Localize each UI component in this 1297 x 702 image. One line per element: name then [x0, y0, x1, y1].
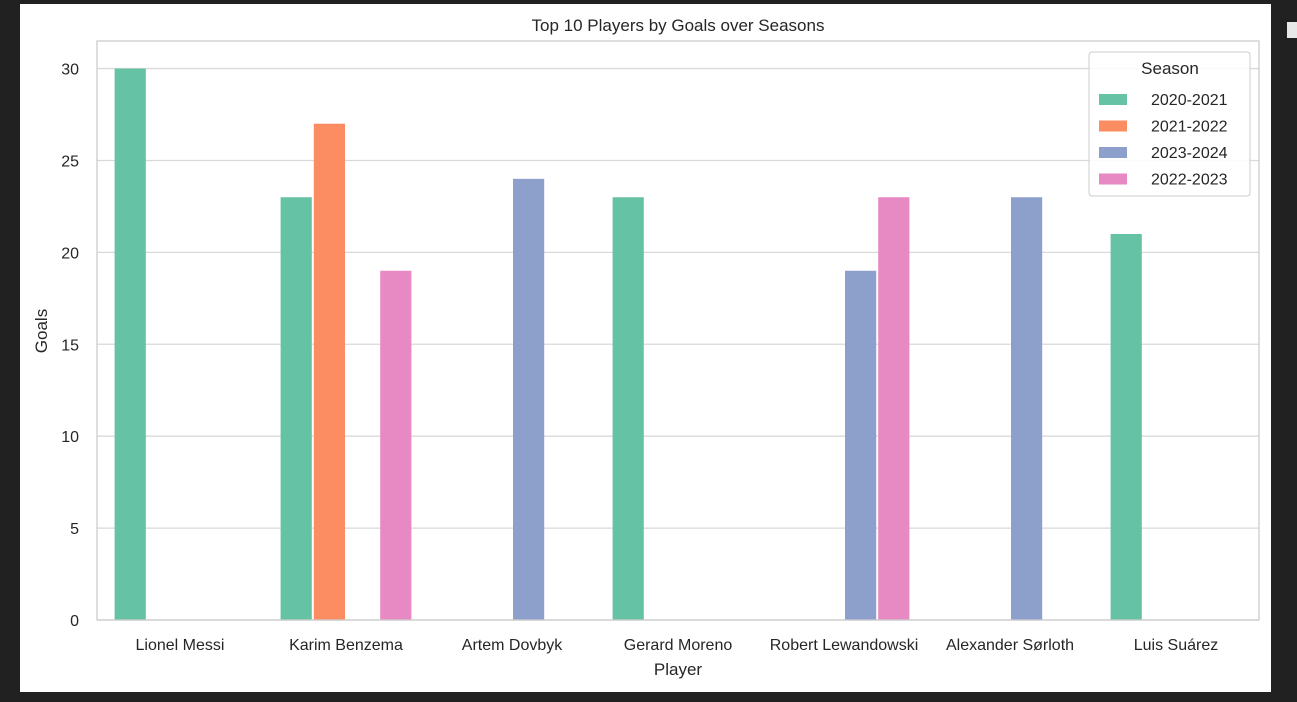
x-tick-label: Robert Lewandowski — [770, 637, 919, 654]
bar — [845, 270, 877, 620]
bar — [612, 197, 644, 620]
legend-frame — [1088, 51, 1251, 197]
x-tick-label: Gerard Moreno — [624, 637, 733, 654]
legend-label: 2020-2021 — [1151, 92, 1228, 109]
y-tick-label: 30 — [61, 62, 79, 79]
bar — [280, 197, 312, 620]
x-tick-label: Lionel Messi — [136, 637, 225, 654]
y-tick-label: 0 — [70, 613, 79, 630]
x-tick-label: Alexander Sørloth — [946, 637, 1074, 654]
bar — [513, 178, 545, 620]
legend-title: Season — [1141, 59, 1199, 78]
legend-label: 2023-2024 — [1151, 145, 1228, 162]
y-tick-label: 25 — [61, 153, 79, 170]
bar — [313, 123, 345, 620]
y-tick-label: 15 — [61, 337, 79, 354]
legend-swatch — [1099, 173, 1127, 185]
x-tick-label: Luis Suárez — [1134, 637, 1219, 654]
legend-swatch — [1099, 147, 1127, 158]
bar — [1110, 234, 1142, 620]
bars — [114, 68, 1142, 621]
chart-canvas: 0 5 10 15 20 25 30 Lionel Messi Karim Benzema Ar… — [20, 4, 1271, 692]
y-axis-label: Goals — [32, 309, 51, 353]
legend-items: 2020-2021 2021-2022 2023-2024 2022-2023 — [1099, 92, 1228, 189]
y-tick-label: 10 — [61, 429, 79, 446]
legend-label: 2022-2023 — [1151, 172, 1228, 189]
x-axis-label: Player — [654, 660, 703, 679]
x-tick-labels: Lionel Messi Karim Benzema Artem Dovbyk Ger… — [136, 637, 1219, 654]
y-tick-label: 5 — [70, 521, 79, 538]
plot-frame — [96, 40, 1260, 621]
bar-chart: 0 5 10 15 20 25 30 Lionel Messi Karim Benzema Ar… — [32, 16, 1260, 679]
bar — [878, 197, 910, 620]
panel-edge-handle — [1287, 22, 1297, 38]
legend: Season 2020-2021 2021-2022 2023-2024 2022-2… — [1088, 51, 1251, 197]
bar — [1011, 197, 1043, 620]
grid-lines — [97, 67, 1259, 621]
bar — [380, 270, 412, 620]
chart-title: Top 10 Players by Goals over Seasons — [532, 16, 825, 35]
bar — [114, 68, 146, 621]
x-tick-label: Karim Benzema — [289, 637, 403, 654]
legend-swatch — [1099, 120, 1127, 132]
y-tick-labels: 0 5 10 15 20 25 30 — [61, 62, 79, 630]
x-tick-label: Artem Dovbyk — [462, 637, 563, 654]
legend-label: 2021-2022 — [1151, 119, 1228, 136]
legend-swatch — [1099, 94, 1127, 105]
y-tick-label: 20 — [61, 245, 79, 262]
